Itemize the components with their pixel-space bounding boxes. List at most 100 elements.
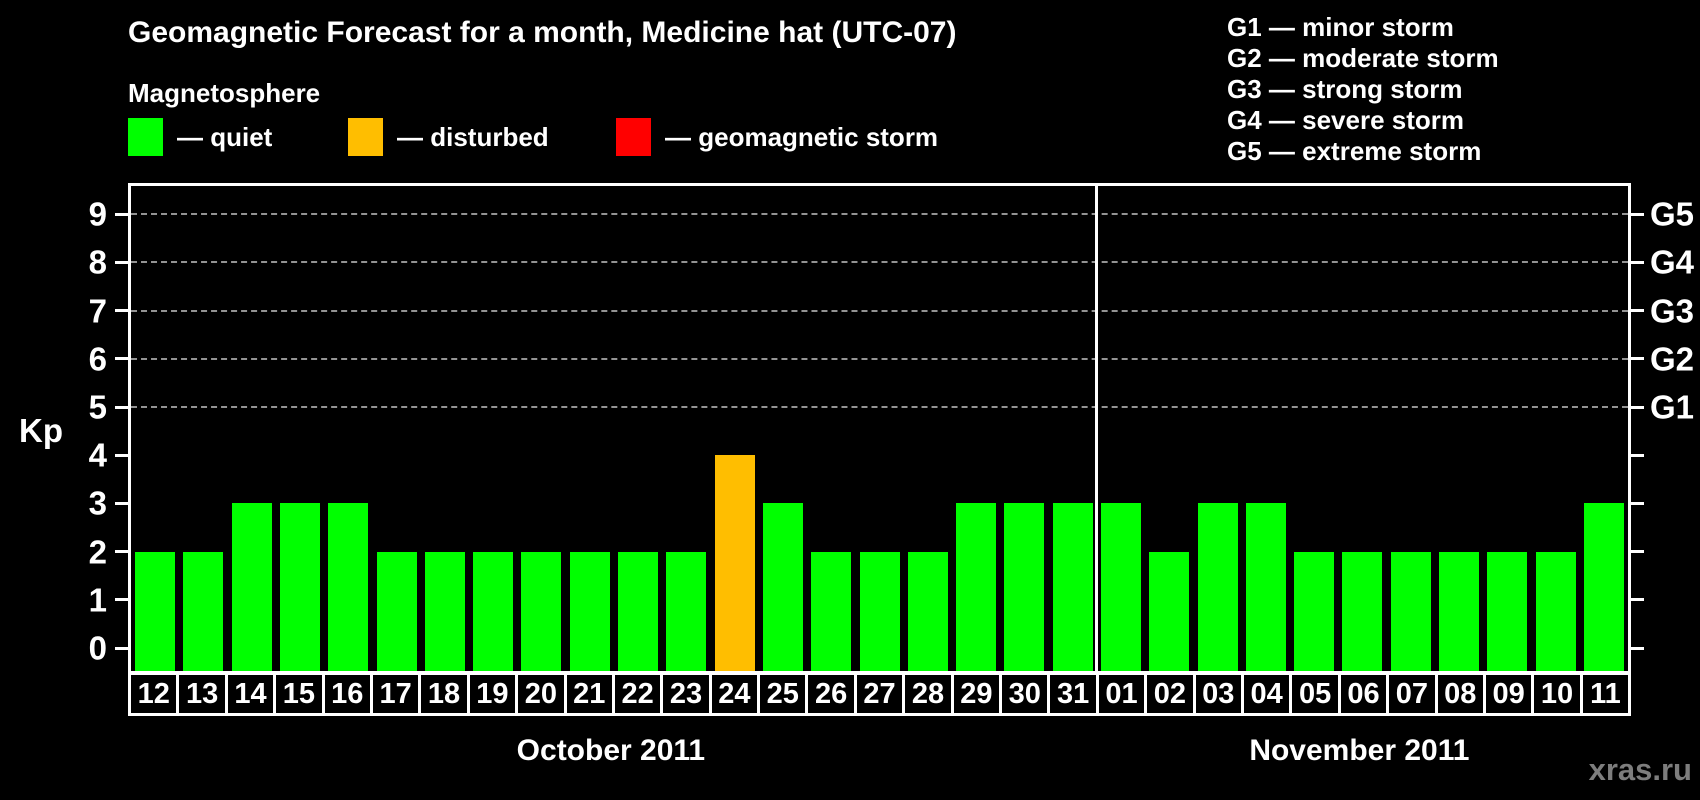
gridline-kp9: [131, 213, 1628, 216]
bar-day-29: [956, 503, 997, 671]
day-number: 30: [1008, 677, 1041, 710]
day-number: 25: [766, 677, 799, 710]
day-number: 29: [960, 677, 993, 710]
bar-day-22: [618, 551, 659, 671]
day-cell-22: 22: [611, 672, 664, 716]
day-number: 15: [282, 677, 315, 710]
day-cell-26: 26: [805, 672, 857, 716]
plot-area: Kp 0 1 2 3 4 5 6 7 8 9 G1 G2 G3 G4 G5: [19, 183, 1694, 674]
day-number: 11: [1590, 677, 1621, 710]
bar-day-26: [811, 551, 852, 671]
right-tick-kp5: [1631, 405, 1644, 409]
right-tick-kp9: [1631, 212, 1644, 216]
right-tick-kp8: [1631, 260, 1644, 264]
y-axis-label-6: 6: [88, 340, 107, 378]
day-cell-24: 24: [708, 672, 761, 716]
bar-day-30: [1004, 503, 1045, 671]
watermark: xras.ru: [1588, 752, 1692, 787]
legend-item-label: — geomagnetic storm: [665, 121, 939, 152]
day-cell-03: 03: [1192, 672, 1244, 716]
day-cell-17: 17: [369, 672, 422, 716]
right-tick-kp6: [1631, 357, 1644, 361]
bar-day-27: [859, 551, 900, 671]
day-cell-28: 28: [902, 672, 954, 716]
bar-day-05: [1294, 551, 1335, 671]
right-tick-kp0: [1631, 646, 1644, 650]
right-axis-label-g1: G1: [1650, 388, 1695, 426]
left-tick-kp6: [115, 357, 128, 361]
bar-day-10: [1535, 551, 1576, 671]
right-tick-kp7: [1631, 309, 1644, 313]
bar-day-18: [424, 551, 465, 671]
y-axis-label-1: 1: [88, 581, 107, 619]
magnetosphere-legend: — quiet — disturbed — geomagnetic storm: [128, 116, 1028, 158]
gridline-kp5: [131, 406, 1628, 408]
month-label-october: October 2011: [516, 734, 706, 767]
day-number: 08: [1444, 677, 1477, 710]
day-number: 19: [476, 677, 509, 710]
right-tick-kp1: [1631, 598, 1644, 602]
bar-day-14: [231, 503, 272, 671]
bar-day-15: [280, 503, 321, 671]
day-number: 22: [621, 677, 654, 710]
day-number: 27: [863, 677, 896, 710]
day-cell-10: 10: [1531, 672, 1583, 716]
day-number: 16: [331, 677, 364, 710]
day-cell-04: 04: [1240, 672, 1293, 716]
y-axis-title: Kp: [19, 412, 63, 450]
legend-item-storm: — geomagnetic storm: [616, 116, 938, 158]
day-cell-06: 06: [1337, 672, 1390, 716]
gridline-kp8: [131, 261, 1628, 264]
legend-item-quiet: — quiet: [128, 116, 272, 158]
day-cell-01: 01: [1095, 672, 1148, 716]
magnetosphere-legend-heading: Magnetosphere: [128, 78, 321, 108]
month-separator-line: [1095, 186, 1099, 671]
y-axis-label-3: 3: [88, 484, 107, 522]
y-axis-label-4: 4: [88, 436, 107, 474]
day-cell-12: 12: [128, 672, 180, 716]
day-cell-07: 07: [1386, 672, 1438, 716]
day-number: 14: [234, 677, 267, 710]
gridline-kp7: [131, 309, 1628, 312]
day-number: 21: [573, 677, 606, 710]
bar-day-16: [328, 503, 369, 671]
day-cell-11: 11: [1579, 672, 1632, 716]
day-cell-05: 05: [1289, 672, 1341, 716]
g4-definition: G4 — severe storm: [1227, 105, 1465, 135]
legend-item-label: — quiet: [177, 121, 273, 152]
y-axis-label-8: 8: [88, 243, 107, 281]
day-number: 03: [1202, 677, 1235, 710]
bar-day-08: [1438, 551, 1479, 671]
day-cell-14: 14: [224, 672, 277, 716]
bar-day-24: [714, 455, 755, 671]
left-tick-kp0: [115, 646, 128, 650]
day-number: 13: [185, 677, 219, 710]
month-label-november: November 2011: [1249, 734, 1470, 767]
day-number: 24: [718, 677, 751, 710]
g5-definition: G5 — extreme storm: [1227, 136, 1482, 166]
y-axis-label-7: 7: [88, 292, 107, 330]
bar-day-28: [907, 551, 948, 671]
right-axis-label-g4: G4: [1650, 243, 1695, 281]
right-axis-label-g5: G5: [1650, 195, 1695, 233]
day-number: 12: [137, 677, 170, 710]
day-cell-15: 15: [273, 672, 325, 716]
bar-day-06: [1342, 551, 1383, 671]
day-cell-27: 27: [853, 672, 906, 716]
left-tick-kp4: [115, 453, 128, 457]
day-number: 05: [1298, 677, 1332, 710]
left-tick-kp9: [115, 212, 128, 216]
bar-day-09: [1487, 551, 1528, 671]
day-cell-21: 21: [563, 672, 615, 716]
day-number: 18: [427, 677, 461, 710]
day-cell-16: 16: [321, 672, 373, 716]
g-scale-legend: G1 — minor storm G2 — moderate storm G3 …: [1227, 12, 1499, 167]
bar-day-17: [376, 551, 417, 671]
legend-item-disturbed: — disturbed: [348, 116, 549, 158]
day-cell-23: 23: [660, 672, 712, 716]
bar-day-31: [1052, 503, 1093, 671]
day-number: 01: [1105, 677, 1138, 710]
disturbed-color-swatch: [348, 118, 383, 156]
day-number: 23: [669, 677, 703, 710]
bar-day-07: [1390, 551, 1431, 671]
